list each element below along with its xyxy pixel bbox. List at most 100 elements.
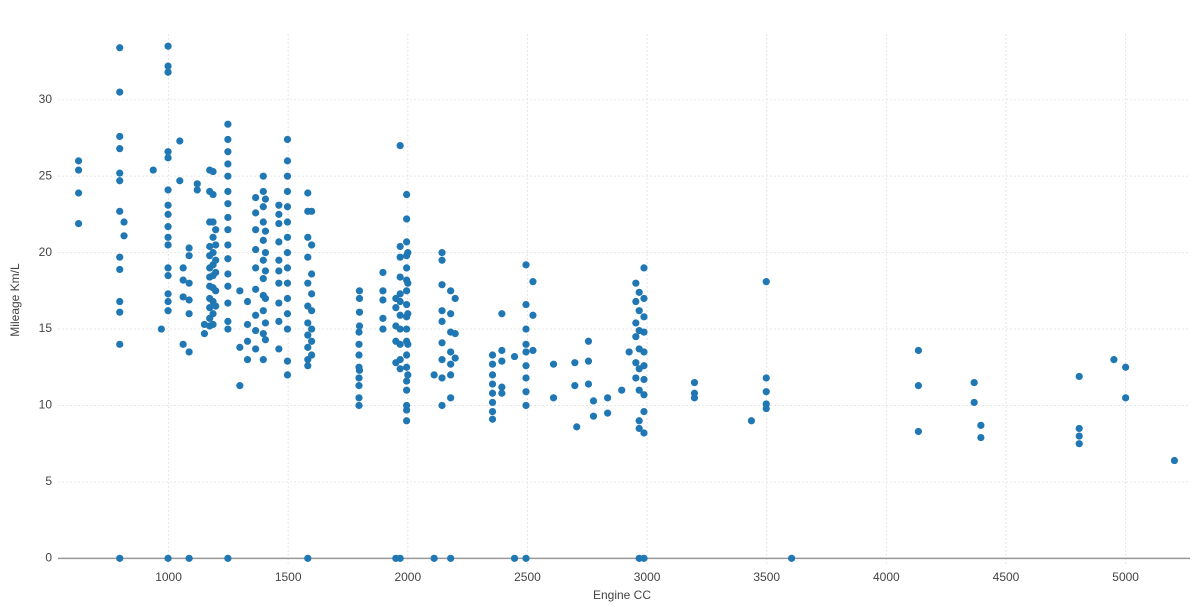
point <box>252 345 260 353</box>
point <box>355 366 364 374</box>
x-tick-label: 2500 <box>514 570 541 584</box>
point <box>116 145 124 153</box>
point <box>635 288 643 296</box>
point <box>259 356 267 364</box>
point <box>243 337 252 345</box>
point <box>275 256 283 264</box>
point <box>164 223 172 231</box>
point <box>522 554 530 562</box>
point <box>970 398 978 407</box>
point <box>549 394 558 402</box>
point <box>788 554 796 562</box>
point <box>635 424 643 433</box>
point <box>529 278 537 286</box>
point <box>379 296 387 304</box>
point <box>209 233 217 241</box>
point <box>179 276 187 284</box>
point <box>355 340 363 348</box>
point <box>355 401 363 410</box>
point <box>275 299 283 307</box>
point <box>635 417 643 425</box>
point <box>488 351 497 359</box>
point <box>529 346 537 355</box>
point <box>308 290 316 298</box>
point <box>308 351 316 359</box>
point <box>261 227 270 235</box>
point <box>224 226 232 234</box>
y-tick-label: 10 <box>39 398 53 412</box>
point <box>243 320 252 329</box>
point <box>164 68 172 76</box>
point <box>584 380 593 388</box>
x-tick-label: 3500 <box>753 570 780 584</box>
point <box>179 340 187 348</box>
point <box>762 278 770 286</box>
point <box>632 297 640 306</box>
point <box>438 249 446 257</box>
point <box>430 554 438 562</box>
point <box>403 287 411 295</box>
point <box>116 207 124 215</box>
point <box>355 351 363 359</box>
point <box>164 554 172 562</box>
point <box>451 354 459 362</box>
point <box>396 253 404 261</box>
point <box>176 177 184 185</box>
points <box>74 42 1179 562</box>
point <box>224 554 232 562</box>
point <box>584 337 593 345</box>
point <box>584 357 593 365</box>
point <box>451 294 459 303</box>
point <box>522 340 530 348</box>
point <box>209 167 217 176</box>
point <box>1075 440 1083 448</box>
point <box>379 268 387 277</box>
y-tick-label: 20 <box>39 245 53 259</box>
point <box>275 219 283 228</box>
point <box>209 218 217 226</box>
point <box>396 290 404 298</box>
point <box>604 409 612 417</box>
point <box>252 226 260 234</box>
point <box>635 307 643 315</box>
point <box>252 245 260 254</box>
point <box>224 213 232 222</box>
point <box>212 256 220 264</box>
point <box>403 264 411 272</box>
point <box>224 172 232 180</box>
point <box>640 407 648 416</box>
point <box>404 249 412 257</box>
x-tick-label: 1500 <box>275 570 302 584</box>
point <box>308 307 316 315</box>
point <box>116 177 124 185</box>
point <box>243 356 252 364</box>
point <box>116 132 124 141</box>
point <box>275 210 283 218</box>
point <box>1170 456 1179 465</box>
point <box>116 308 124 316</box>
point <box>589 397 598 405</box>
point <box>209 190 217 199</box>
point <box>430 371 438 379</box>
point <box>283 294 292 303</box>
point <box>447 394 455 402</box>
point <box>404 310 412 318</box>
point <box>522 261 530 269</box>
point <box>640 328 648 336</box>
point <box>640 294 648 303</box>
point <box>164 297 172 306</box>
point <box>224 255 232 263</box>
point <box>355 287 364 295</box>
point <box>304 331 312 339</box>
point <box>522 388 530 396</box>
point <box>259 203 267 211</box>
point <box>259 330 267 338</box>
point <box>164 290 172 298</box>
point <box>164 233 172 241</box>
point <box>185 252 193 260</box>
point <box>164 148 172 156</box>
point <box>149 166 157 174</box>
point <box>261 249 270 257</box>
point <box>498 357 506 365</box>
point <box>403 238 411 246</box>
